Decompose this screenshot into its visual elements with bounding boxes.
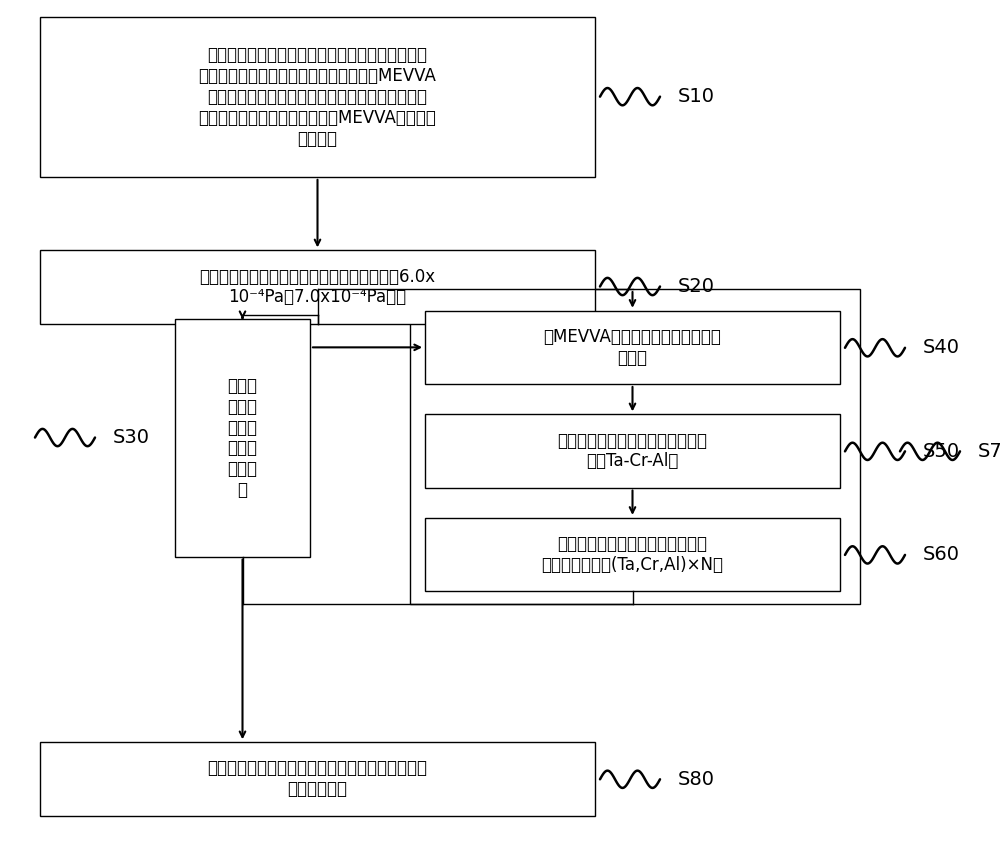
Bar xyxy=(175,319,310,557)
Text: S80: S80 xyxy=(678,770,715,789)
Text: S50: S50 xyxy=(923,442,960,461)
Text: S40: S40 xyxy=(923,338,960,357)
Bar xyxy=(40,17,595,177)
Text: 准备表面改性设备，表面改性设备具有真空腔室，
真空腔室上连接有第一弧源、第二弧源、MEVVA
离子源、考夫曼离子源和氮气源，第一弧源采用铬
铝合金靶，第二弧源采: 准备表面改性设备，表面改性设备具有真空腔室， 真空腔室上连接有第一弧源、第二弧源… xyxy=(199,47,436,148)
Text: 用第一弧源、第二弧源以及氮气源
在叶片表面上镀(Ta,Cr,Al)×N膜: 用第一弧源、第二弧源以及氮气源 在叶片表面上镀(Ta,Cr,Al)×N膜 xyxy=(542,535,724,574)
Text: S20: S20 xyxy=(678,277,715,296)
Text: S60: S60 xyxy=(923,545,960,564)
Bar xyxy=(40,250,595,324)
Text: 用考夫
曼离子
源对叶
片表面
进行清
洗: 用考夫 曼离子 源对叶 片表面 进行清 洗 xyxy=(228,377,258,499)
Text: 用MEVVA离子源对叶片表面进行离
子注入: 用MEVVA离子源对叶片表面进行离 子注入 xyxy=(544,328,721,367)
Bar xyxy=(425,518,840,591)
Text: S10: S10 xyxy=(678,87,715,106)
Bar xyxy=(410,289,860,604)
Bar xyxy=(425,414,840,488)
Bar xyxy=(425,311,840,384)
Text: 镀膜结束后，冷却，对真空腔室进行充气，取出完
成镀膜的叶片: 镀膜结束后，冷却，对真空腔室进行充气，取出完 成镀膜的叶片 xyxy=(208,759,428,798)
Bar xyxy=(40,742,595,816)
Text: 将一叶片装入真空腔室中，真空腔室抽真空至6.0x
10⁻⁴Pa到7.0x10⁻⁴Pa之间: 将一叶片装入真空腔室中，真空腔室抽真空至6.0x 10⁻⁴Pa到7.0x10⁻⁴… xyxy=(199,268,436,306)
Text: 用第一弧源和第二弧源在叶片表面
上镀Ta-Cr-Al膜: 用第一弧源和第二弧源在叶片表面 上镀Ta-Cr-Al膜 xyxy=(558,432,708,470)
Text: S70: S70 xyxy=(978,442,1000,461)
Text: S30: S30 xyxy=(113,428,150,447)
